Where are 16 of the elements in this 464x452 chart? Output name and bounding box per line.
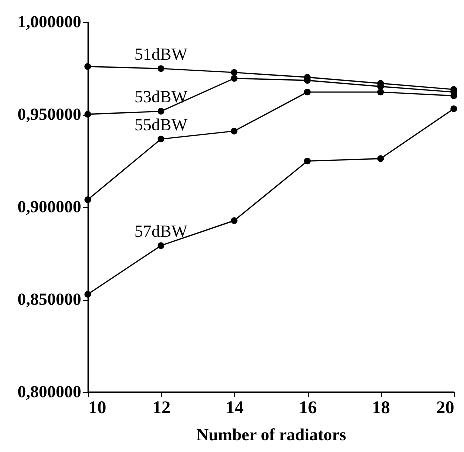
x-tick-label: 12 xyxy=(152,398,171,418)
y-tick-label: 0,950000 xyxy=(18,105,82,124)
series-label: 57dBW xyxy=(134,222,189,241)
y-tick-label: 0,850000 xyxy=(18,290,82,309)
x-tick-label: 14 xyxy=(226,398,244,418)
x-tick-label: 10 xyxy=(88,398,106,418)
series-label: 53dBW xyxy=(134,88,189,107)
y-tick-label: 0,900000 xyxy=(18,198,82,216)
y-tick-label: 1,000000 xyxy=(18,12,82,32)
x-axis-title: Number of radiators xyxy=(196,426,347,444)
series-label: 51dBW xyxy=(134,44,189,64)
series-label: 55dBW xyxy=(134,115,189,134)
x-tick-label: 16 xyxy=(299,398,318,418)
y-tick-label: 0,800000 xyxy=(18,382,82,402)
x-tick-label: 18 xyxy=(372,398,390,418)
x-tick-label: 20 xyxy=(436,398,454,418)
